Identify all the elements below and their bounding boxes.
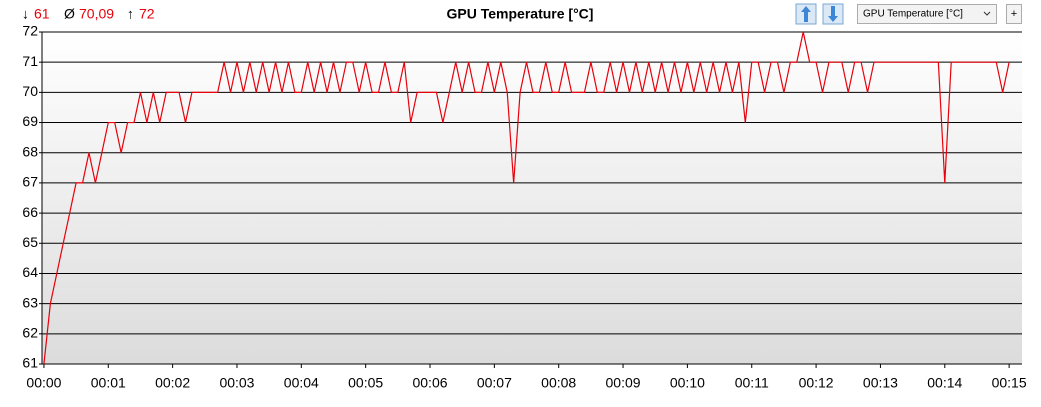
- y-tick-label: 63: [22, 294, 38, 310]
- dropdown-label: GPU Temperature [°C]: [863, 9, 963, 20]
- x-tick-label: 00:14: [927, 375, 962, 391]
- x-tick-label: 00:04: [284, 375, 319, 391]
- x-tick-label: 00:00: [26, 375, 61, 391]
- stat-value: 72: [139, 6, 155, 22]
- sort-down-button[interactable]: [822, 3, 844, 25]
- x-tick-label: 00:06: [412, 375, 447, 391]
- data-line: [43, 31, 1010, 365]
- x-tick-label: 00:05: [348, 375, 383, 391]
- x-tick-label: 00:12: [799, 375, 834, 391]
- x-tick-label: 00:13: [863, 375, 898, 391]
- y-tick-label: 69: [22, 113, 38, 129]
- y-tick-label: 68: [22, 143, 38, 159]
- add-button[interactable]: +: [1006, 4, 1022, 24]
- sensor-dropdown[interactable]: GPU Temperature [°C]: [857, 4, 997, 24]
- x-tick-label: 00:09: [606, 375, 641, 391]
- x-tick-label: 00:15: [992, 375, 1027, 391]
- plot-area: [42, 32, 1022, 364]
- y-tick-label: 62: [22, 325, 38, 341]
- x-tick-label: 00:02: [155, 375, 190, 391]
- y-tick-label: 64: [22, 264, 38, 280]
- y-tick-label: 65: [22, 234, 38, 250]
- x-tick-label: 00:03: [219, 375, 254, 391]
- y-tick-label: 66: [22, 204, 38, 220]
- x-tick-label: 00:07: [477, 375, 512, 391]
- sort-up-button[interactable]: [795, 3, 817, 25]
- add-label: +: [1011, 8, 1017, 20]
- stat-value: 61: [34, 6, 50, 22]
- stat-symbol: Ø: [64, 6, 75, 22]
- stat-symbol: ↓: [22, 6, 29, 22]
- y-tick-label: 61: [22, 355, 38, 371]
- y-tick-label: 72: [22, 23, 38, 39]
- chart-title: GPU Temperature [°C]: [447, 6, 594, 22]
- y-tick-label: 70: [22, 83, 38, 99]
- y-tick-label: 71: [22, 53, 38, 69]
- x-tick-label: 00:10: [670, 375, 705, 391]
- x-tick-label: 00:08: [541, 375, 576, 391]
- x-tick-label: 00:11: [735, 375, 769, 391]
- stat-value: 70,09: [79, 6, 114, 22]
- x-tick-label: 00:01: [91, 375, 126, 391]
- stat-symbol: ↑: [127, 6, 134, 22]
- y-tick-label: 67: [22, 174, 38, 190]
- stats: ↓ 61 Ø 70,09 ↑ 72: [22, 6, 155, 22]
